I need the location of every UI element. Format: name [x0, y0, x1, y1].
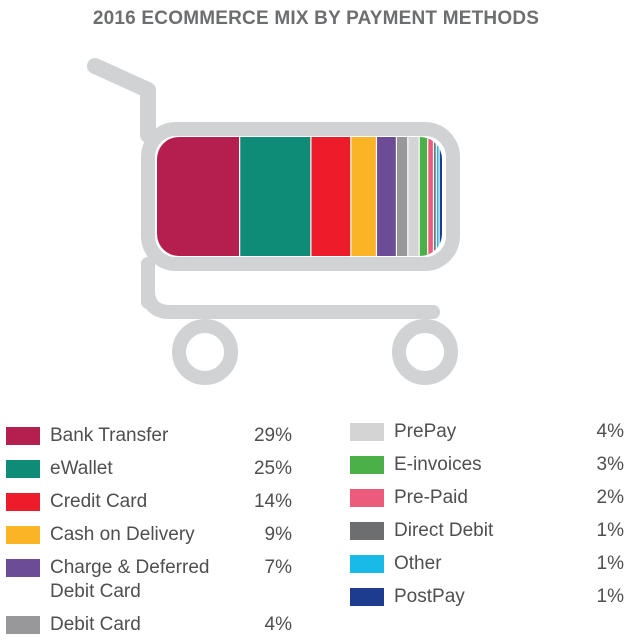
chart-title: 2016 ECOMMERCE MIX BY PAYMENT METHODS [92, 8, 540, 29]
legend-swatch [350, 456, 384, 474]
legend-swatch [6, 616, 40, 634]
legend-label: eWallet [50, 458, 113, 479]
legend-item: Debit Card 4% [6, 613, 296, 639]
legend-item: Other 1% [350, 552, 626, 578]
legend-swatch [350, 588, 384, 606]
legend-value: 4% [264, 614, 292, 635]
stacked-bar [157, 137, 442, 256]
bar-segment-ewallet [239, 137, 312, 256]
legend-value: 7% [264, 557, 292, 578]
legend-item: eWallet 25% [6, 457, 296, 483]
legend-label: PrePay [394, 421, 457, 442]
legend-item: PostPay 1% [350, 585, 626, 611]
legend-item: Direct Debit 1% [350, 519, 626, 545]
bar-segment-pre-paid [427, 137, 434, 256]
bar-segment-prepay [407, 137, 420, 256]
cart-frame [87, 58, 460, 319]
legend-label: Debit Card [50, 614, 141, 635]
legend-label: Cash on Delivery [50, 524, 195, 545]
bar-segment-other [436, 137, 440, 256]
legend-swatch [6, 526, 40, 544]
legend-label: Charge & Deferred Debit Card [50, 557, 210, 602]
bar-segment-e-invoices [419, 137, 429, 256]
legend-item: Charge & Deferred Debit Card 7% [6, 556, 296, 602]
legend-label: Other [394, 553, 442, 574]
legend-value: 1% [596, 520, 624, 541]
legend-label: Direct Debit [394, 520, 494, 541]
legend-swatch [350, 555, 384, 573]
legend-item: PrePay 4% [350, 420, 626, 446]
legend-swatch [6, 427, 40, 445]
legend-label: Credit Card [50, 491, 148, 512]
cart-wheels [172, 319, 458, 385]
bar-segment-direct-debit [433, 137, 437, 256]
legend-value: 1% [596, 553, 624, 574]
legend-swatch [6, 493, 40, 511]
legend-value: 14% [253, 491, 292, 512]
bar-segment-debit-card [396, 137, 409, 256]
legend-item: Credit Card 14% [6, 490, 296, 516]
legend-swatch [350, 423, 384, 441]
legend-label: PostPay [394, 586, 465, 607]
legend-value: 29% [253, 425, 292, 446]
legend-item: E-invoices 3% [350, 453, 626, 479]
legend-value: 4% [596, 421, 624, 442]
legend-value: 9% [264, 524, 292, 545]
legend-item: Cash on Delivery 9% [6, 523, 296, 549]
legend-item: Pre-Paid 2% [350, 486, 626, 512]
bar-segment-credit-card [310, 137, 352, 256]
legend-label: E-invoices [394, 454, 482, 475]
bar-segment-cash-on-delivery [350, 137, 377, 256]
legend-value: 25% [253, 458, 292, 479]
legend-value: 2% [596, 487, 624, 508]
legend-swatch [350, 522, 384, 540]
bar-segment-bank-transfer [157, 137, 240, 256]
bar-segment-postpay [439, 137, 442, 256]
legend-swatch [6, 559, 40, 577]
legend-label: Bank Transfer [50, 425, 169, 446]
legend-label: Pre-Paid [394, 487, 468, 508]
bar-segment-charge-deferred-debit-card [376, 137, 397, 256]
legend-swatch [350, 489, 384, 507]
legend-swatch [6, 460, 40, 478]
legend-value: 1% [596, 586, 624, 607]
legend-value: 3% [596, 454, 624, 475]
legend-item: Bank Transfer 29% [6, 424, 296, 450]
